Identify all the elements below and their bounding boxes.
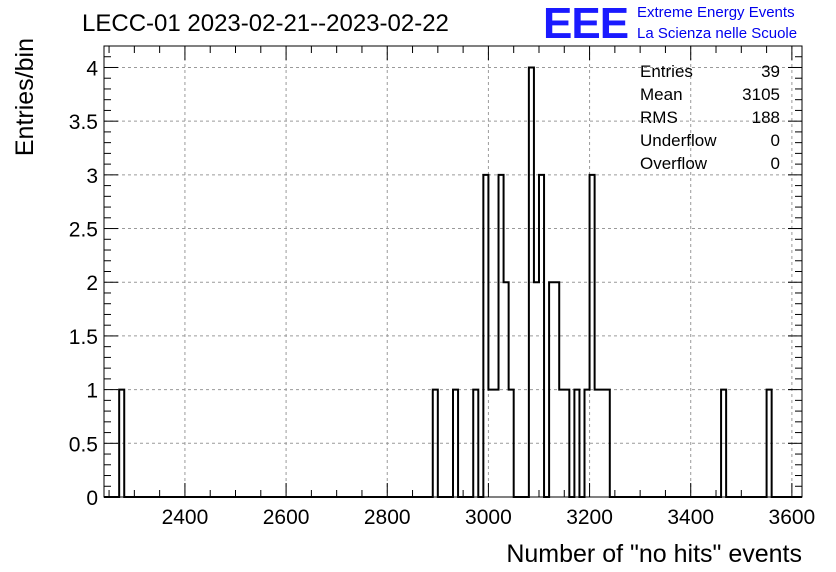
x-axis-ticks: 2400 2600 2800 3000 3200 3400 3600 [108,46,816,529]
stat-entries: Entries 39 [640,60,780,83]
y-tick-label: 0.5 [69,433,98,456]
x-tick-label: 2800 [364,506,411,529]
y-axis-label: Entries/bin [11,38,39,156]
stat-value: 0 [770,154,780,173]
stat-underflow: Underflow 0 [640,129,780,152]
y-tick-label: 3 [86,165,98,188]
stat-label: Underflow [640,131,717,150]
stat-value: 3105 [742,85,780,104]
y-tick-label: 4 [86,57,98,80]
stat-mean: Mean 3105 [640,83,780,106]
stat-value: 39 [761,62,780,81]
stat-label: Entries [640,62,693,81]
x-tick-label: 2400 [162,506,209,529]
y-tick-label: 1.5 [69,326,98,349]
x-tick-label: 3200 [566,506,613,529]
chart-title: LECC-01 2023-02-21--2023-02-22 [82,10,449,37]
stat-label: RMS [640,108,678,127]
y-axis-ticks: 0 0.5 1 1.5 2 2.5 3 3.5 4 [69,45,802,510]
y-tick-label: 2.5 [69,219,98,242]
y-tick-label: 1 [86,380,98,403]
stat-label: Mean [640,85,683,104]
stat-overflow: Overflow 0 [640,152,780,175]
org-name-line2: La Scienza nelle Scuole [637,25,798,42]
x-axis-label: Number of "no hits" events [506,540,802,568]
y-tick-label: 3.5 [69,111,98,134]
eee-logo: EEE [543,0,629,48]
y-tick-label: 0 [86,487,98,510]
stats-box: Entries 39 Mean 3105 RMS 188 Underflow 0… [640,60,780,175]
stat-label: Overflow [640,154,708,173]
y-tick-label: 2 [86,272,98,295]
stat-value: 0 [770,131,780,150]
stat-value: 188 [751,108,780,127]
x-tick-label: 3600 [769,506,816,529]
x-tick-label: 3000 [465,506,512,529]
stat-rms: RMS 188 [640,106,780,129]
org-name-line1: Extreme Energy Events [637,4,795,21]
x-tick-label: 2600 [263,506,310,529]
x-tick-label: 3400 [667,506,714,529]
